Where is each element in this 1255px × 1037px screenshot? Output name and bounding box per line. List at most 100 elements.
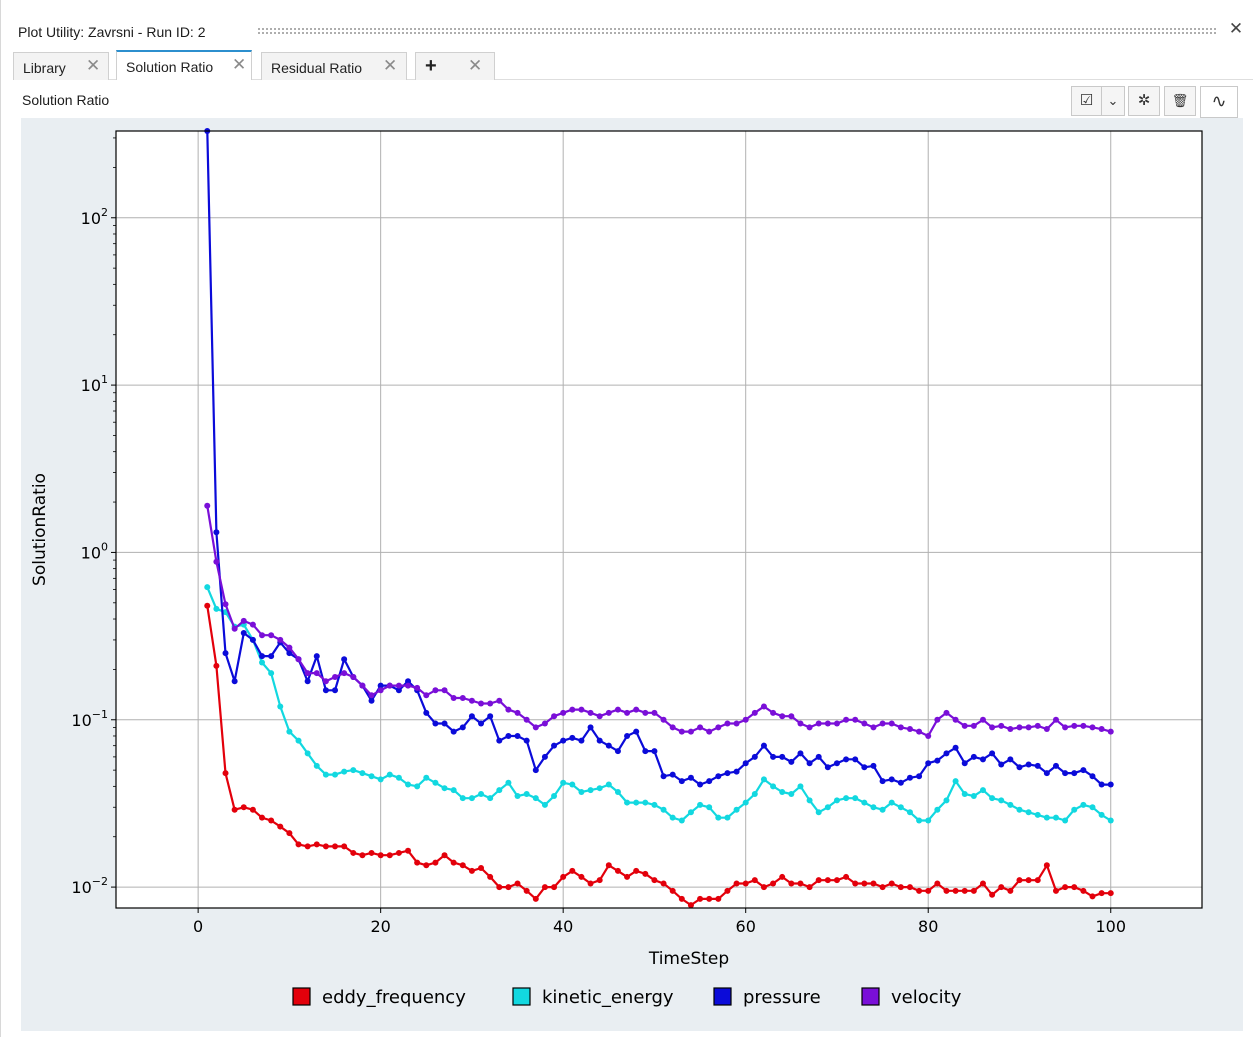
data-point-kinetic_energy: [395, 774, 402, 781]
data-point-kinetic_energy: [760, 776, 767, 783]
data-point-velocity: [395, 682, 402, 689]
data-point-eddy_frequency: [815, 877, 822, 884]
data-point-velocity: [569, 706, 576, 713]
data-point-eddy_frequency: [806, 884, 813, 891]
tab-add[interactable]: + ✕: [415, 52, 495, 80]
data-point-velocity: [450, 694, 457, 701]
data-point-pressure: [861, 764, 868, 771]
data-point-pressure: [441, 720, 448, 727]
data-point-velocity: [1062, 724, 1069, 731]
data-point-pressure: [231, 678, 238, 685]
data-point-velocity: [478, 700, 485, 707]
data-point-eddy_frequency: [231, 806, 238, 813]
plot-area[interactable]: 0 20 40 60 80 100 10−2 10−1 100 101 102 TimeStep Sol…: [21, 118, 1243, 1031]
data-point-eddy_frequency: [414, 859, 421, 866]
tab-close-icon[interactable]: ✕: [232, 55, 247, 74]
legend-label-velocity: velocity: [891, 987, 962, 1008]
data-point-eddy_frequency: [843, 873, 850, 880]
data-point-pressure: [578, 737, 585, 744]
y-tick-label: 101: [81, 373, 108, 395]
data-point-kinetic_energy: [943, 797, 950, 804]
data-point-pressure: [213, 529, 220, 536]
title-bar[interactable]: Plot Utility: Zavrsni - Run ID: 2 ✕: [1, 0, 1255, 44]
data-point-eddy_frequency: [751, 877, 758, 884]
data-point-eddy_frequency: [204, 602, 211, 609]
data-point-kinetic_energy: [961, 791, 968, 798]
solution-ratio-chart[interactable]: 0 20 40 60 80 100 10−2 10−1 100 101 102 TimeStep Sol…: [21, 118, 1243, 1031]
data-point-pressure: [906, 774, 913, 781]
data-point-kinetic_energy: [998, 797, 1005, 804]
gear-icon[interactable]: ✲: [1128, 86, 1160, 116]
data-point-kinetic_energy: [1089, 804, 1096, 811]
data-point-kinetic_energy: [1007, 801, 1014, 808]
data-point-eddy_frequency: [906, 884, 913, 891]
data-point-pressure: [687, 774, 694, 781]
data-point-kinetic_energy: [551, 793, 558, 800]
y-tick-label: 102: [81, 206, 108, 228]
data-point-pressure: [614, 748, 621, 755]
plus-icon[interactable]: +: [425, 55, 437, 77]
tab-solution-ratio[interactable]: Solution Ratio ✕: [116, 50, 252, 80]
drag-grip[interactable]: [257, 27, 1217, 35]
data-point-pressure: [952, 744, 959, 751]
data-point-eddy_frequency: [259, 814, 266, 821]
data-point-velocity: [459, 694, 466, 701]
y-tick-label: 10−2: [71, 875, 108, 897]
data-point-kinetic_energy: [742, 799, 749, 806]
data-point-kinetic_energy: [879, 806, 886, 813]
data-point-velocity: [259, 632, 266, 639]
chevron-down-icon[interactable]: ⌄: [1101, 86, 1125, 116]
data-point-velocity: [687, 728, 694, 735]
data-point-kinetic_energy: [979, 787, 986, 794]
data-point-velocity: [724, 720, 731, 727]
data-point-velocity: [642, 709, 649, 716]
data-point-velocity: [852, 716, 859, 723]
data-point-eddy_frequency: [423, 862, 430, 869]
data-point-pressure: [395, 687, 402, 694]
data-point-kinetic_energy: [888, 799, 895, 806]
data-point-velocity: [843, 716, 850, 723]
tab-close-icon[interactable]: ✕: [468, 56, 483, 75]
data-point-velocity: [779, 713, 786, 720]
data-point-pressure: [651, 748, 658, 755]
data-point-velocity: [578, 706, 585, 713]
data-point-eddy_frequency: [514, 880, 521, 887]
trash-icon[interactable]: 🗑: [1164, 86, 1196, 116]
tab-library[interactable]: Library ✕: [13, 52, 109, 80]
data-point-velocity: [833, 720, 840, 727]
data-point-velocity: [669, 724, 676, 731]
tab-close-icon[interactable]: ✕: [86, 56, 101, 75]
data-point-eddy_frequency: [861, 880, 868, 887]
curve-icon[interactable]: ∿: [1200, 86, 1238, 118]
data-point-pressure: [377, 682, 384, 689]
data-point-eddy_frequency: [368, 849, 375, 856]
data-point-velocity: [660, 716, 667, 723]
data-point-pressure: [459, 724, 466, 731]
data-point-velocity: [998, 722, 1005, 729]
data-point-kinetic_energy: [359, 770, 366, 777]
data-point-velocity: [286, 644, 293, 651]
data-point-velocity: [888, 720, 895, 727]
data-point-pressure: [605, 742, 612, 749]
data-point-pressure: [961, 760, 968, 767]
window-close-icon[interactable]: ✕: [1228, 19, 1244, 38]
data-point-velocity: [423, 692, 430, 699]
checkbox-dropdown-icon[interactable]: ☑: [1071, 86, 1101, 116]
data-point-velocity: [1080, 722, 1087, 729]
tab-close-icon[interactable]: ✕: [383, 56, 398, 75]
tab-residual-ratio[interactable]: Residual Ratio ✕: [261, 52, 407, 80]
legend-label-pressure: pressure: [743, 987, 821, 1008]
data-point-velocity: [916, 728, 923, 735]
data-point-pressure: [268, 653, 275, 660]
data-point-eddy_frequency: [742, 880, 749, 887]
data-point-kinetic_energy: [332, 771, 339, 778]
data-point-eddy_frequency: [1089, 893, 1096, 900]
y-axis-label: SolutionRatio: [30, 473, 50, 586]
data-point-velocity: [624, 709, 631, 716]
data-point-eddy_frequency: [1062, 884, 1069, 891]
data-point-pressure: [450, 728, 457, 735]
data-point-eddy_frequency: [961, 887, 968, 894]
data-point-pressure: [332, 687, 339, 694]
data-point-eddy_frequency: [925, 887, 932, 894]
